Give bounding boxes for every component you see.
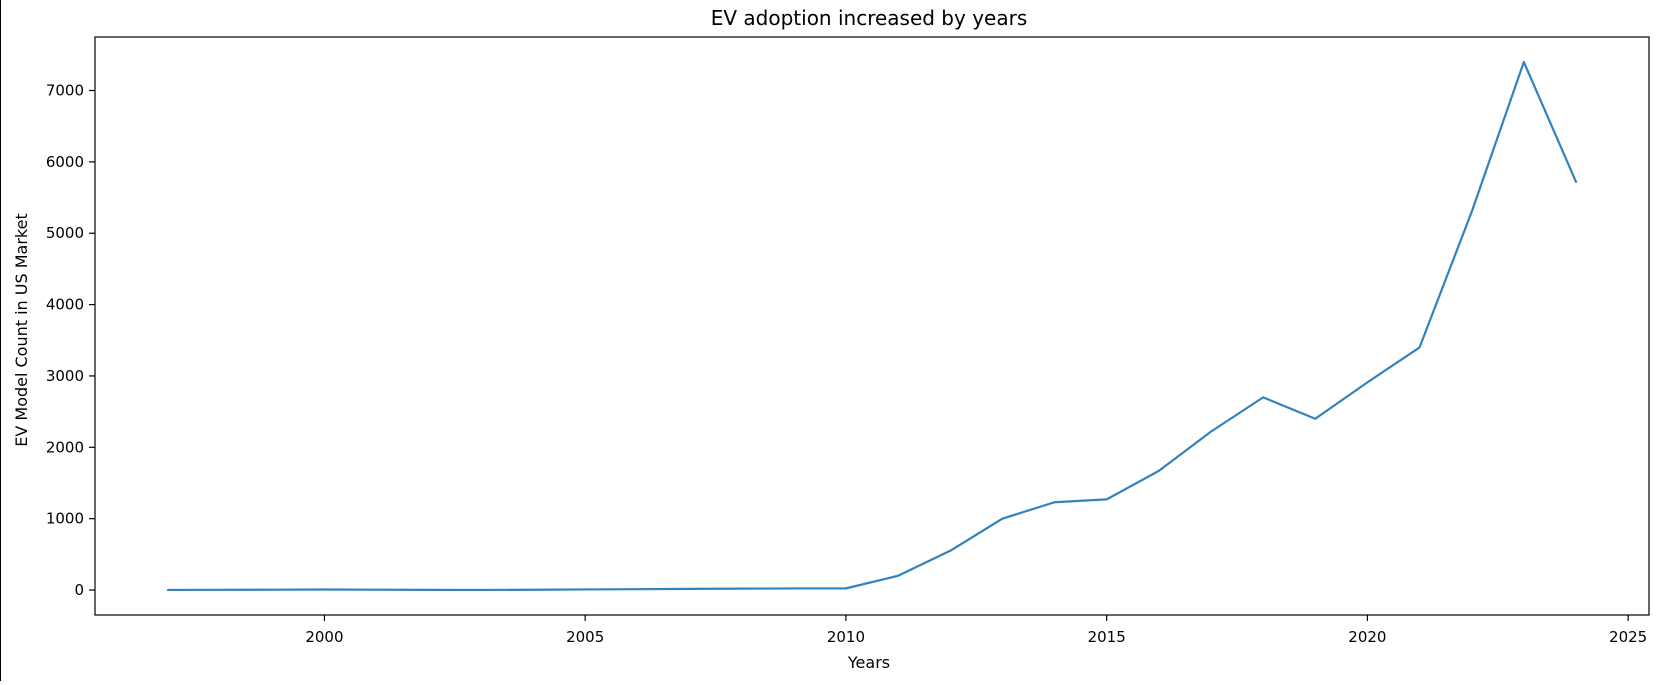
y-tick-label: 1000 (46, 510, 84, 528)
x-tick-label: 2010 (827, 628, 865, 646)
series-line (166, 60, 1578, 592)
x-tick-label: 2015 (1088, 628, 1126, 646)
y-tick-label: 7000 (46, 82, 84, 100)
y-tick-label: 0 (74, 581, 84, 599)
x-tick-label: 2025 (1609, 628, 1647, 646)
y-tick-label: 5000 (46, 224, 84, 242)
y-tick-label: 3000 (46, 367, 84, 385)
x-tick-label: 2005 (566, 628, 604, 646)
y-axis-label: EV Model Count in US Market (12, 213, 31, 447)
x-tick-label: 2000 (305, 628, 343, 646)
plot-area: 2000 2005 2010 2015 2020 2025 0 1000 2000 3000 400… (46, 36, 1650, 646)
y-tick-label: 6000 (46, 153, 84, 171)
y-tick-label: 4000 (46, 296, 84, 314)
plot-frame (94, 36, 1650, 616)
chart-title: EV adoption increased by years (711, 6, 1028, 30)
y-tick-label: 2000 (46, 438, 84, 456)
x-axis-label: Years (847, 653, 890, 672)
x-tick-label: 2020 (1348, 628, 1386, 646)
